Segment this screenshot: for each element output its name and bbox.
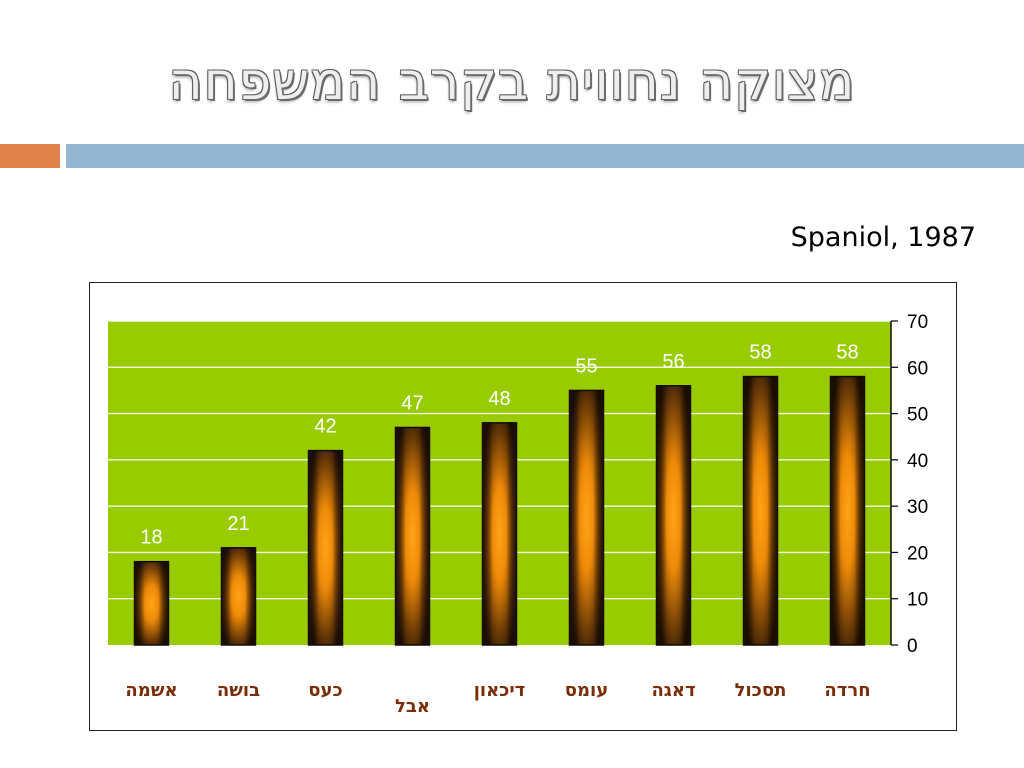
data-label: 58 xyxy=(836,342,858,364)
category-label: עומס xyxy=(565,680,608,701)
category-label: דיכאון xyxy=(474,680,526,701)
slide-title: מצוקה נחווית בקרב המשפחה xyxy=(168,52,856,112)
bar-shade xyxy=(308,450,343,645)
y-tick-label: 20 xyxy=(907,543,928,564)
bar-chart: 0 10 20 30 40 50 60 70 18 אשמה 21 בושה 42 כעס 47 אבל 48 ד… xyxy=(108,312,928,717)
category-label: תסכול xyxy=(735,680,787,701)
data-label: 47 xyxy=(401,392,423,414)
bar-shade xyxy=(569,390,604,645)
category-label: כעס xyxy=(308,680,342,701)
data-label: 55 xyxy=(575,355,597,377)
bar-shade xyxy=(830,376,865,645)
chart-frame: 0 10 20 30 40 50 60 70 18 אשמה 21 בושה 42 כעס 47 אבל 48 ד… xyxy=(89,282,957,731)
y-tick-label: 60 xyxy=(907,358,928,379)
y-tick-label: 30 xyxy=(907,497,928,518)
data-label: 56 xyxy=(662,351,684,373)
citation: Spaniol, 1987 xyxy=(790,222,976,253)
bar-shade xyxy=(482,422,517,645)
data-label: 48 xyxy=(488,388,510,410)
bar-shade xyxy=(134,561,169,645)
data-label: 21 xyxy=(227,513,249,535)
category-label: דאגה xyxy=(651,680,695,701)
category-label: חרדה xyxy=(824,680,870,701)
bar-shade xyxy=(395,427,430,645)
bar-shade xyxy=(743,376,778,645)
y-tick-label: 0 xyxy=(907,636,918,657)
data-label: 18 xyxy=(140,527,162,549)
bar-shade xyxy=(221,547,256,645)
category-label: אבל xyxy=(395,696,430,717)
data-label: 58 xyxy=(749,342,771,364)
data-label: 42 xyxy=(314,416,336,438)
accent-bar-orange xyxy=(0,144,60,168)
y-tick-label: 10 xyxy=(907,590,928,611)
y-tick-label: 50 xyxy=(907,405,928,426)
category-label: אשמה xyxy=(125,680,177,701)
y-tick-label: 40 xyxy=(907,451,928,472)
bar-shade xyxy=(656,385,691,645)
y-tick-label: 70 xyxy=(907,312,928,333)
accent-bar-blue xyxy=(66,144,1024,168)
category-label: בושה xyxy=(217,680,260,701)
